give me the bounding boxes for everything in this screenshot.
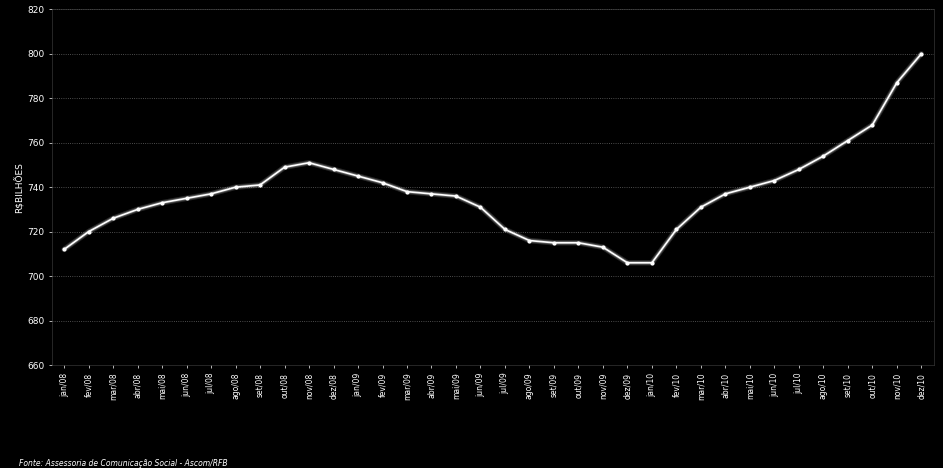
Y-axis label: R$BILHÕES: R$BILHÕES	[14, 162, 25, 212]
Text: Fonte: Assessoria de Comunicação Social - Ascom/RFB: Fonte: Assessoria de Comunicação Social …	[19, 459, 227, 468]
